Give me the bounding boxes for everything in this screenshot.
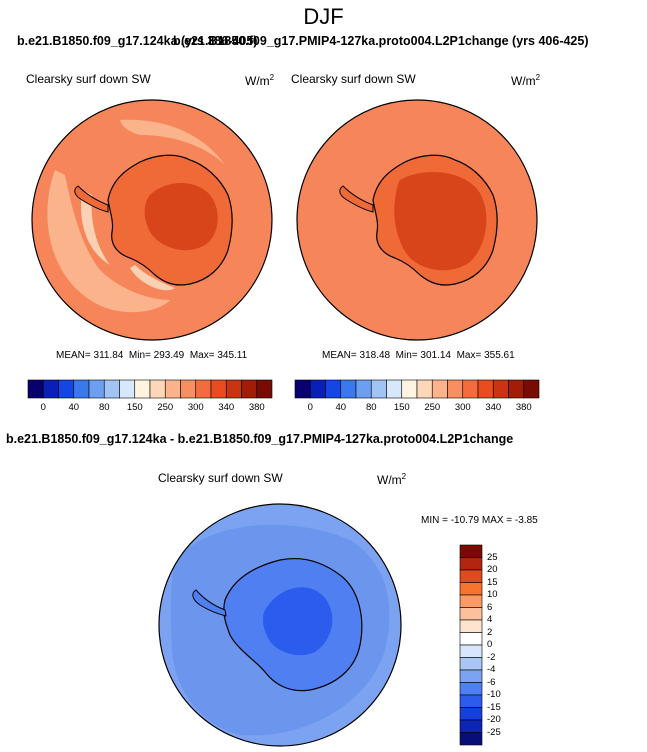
panel2-peninsula	[339, 185, 374, 213]
panel1-case-title: b.e21.B1850.f09_g17.124ka (yrs 386-405)	[17, 34, 258, 48]
page-title: DJF	[303, 4, 344, 29]
colorbar-tick-label: 6	[487, 601, 493, 613]
panel1-interior-high	[144, 182, 218, 251]
colorbar-swatch	[459, 707, 483, 721]
colorbar-tick-label: 250	[424, 402, 441, 413]
colorbar-swatch	[459, 644, 483, 658]
panel1-variable-label: Clearsky surf down SW	[26, 72, 151, 86]
colorbar-tick-label: 10	[487, 589, 498, 600]
colorbar-swatch	[459, 557, 483, 571]
colorbar-tick-label: 0	[487, 639, 493, 650]
colorbar-tick-label: 40	[68, 402, 80, 413]
panel1-colorbar	[27, 379, 273, 399]
colorbar-swatch	[459, 732, 483, 746]
colorbar-swatch	[459, 594, 483, 608]
colorbar-tick-label: -4	[487, 664, 496, 675]
colorbar-tick-label: 150	[393, 402, 410, 413]
colorbar-tick-label: 80	[365, 402, 377, 413]
colorbar-swatch	[459, 607, 483, 621]
colorbar-swatch	[459, 582, 483, 596]
colorbar-tick-label: -10	[487, 689, 501, 700]
diff-minmax: MIN = -10.79 MAX = -3.85	[421, 515, 538, 526]
colorbar-tick-label: 150	[126, 402, 143, 413]
diff-variable-label: Clearsky surf down SW	[158, 471, 283, 485]
colorbar-tick-label: 20	[487, 564, 498, 575]
colorbar-tick-label: 380	[515, 402, 532, 413]
panel2-units: W/m2	[511, 73, 541, 88]
colorbar-tick-label: 25	[487, 551, 498, 563]
colorbar-tick-label: -25	[487, 726, 501, 738]
colorbar-swatch	[459, 544, 483, 558]
colorbar-swatch	[256, 379, 273, 399]
colorbar-tick-label: -15	[487, 701, 501, 713]
colorbar-swatch	[459, 657, 483, 671]
colorbar-tick-label: 40	[335, 402, 347, 413]
colorbar-swatch	[523, 379, 540, 399]
panel2-colorbar	[294, 379, 540, 399]
panel1-units: W/m2	[245, 73, 275, 88]
colorbar-tick-label: 300	[454, 402, 471, 413]
colorbar-tick-label: 340	[218, 402, 235, 413]
colorbar-tick-label: -2	[487, 651, 496, 663]
colorbar-tick-label: 300	[187, 402, 204, 413]
panel1-stats: MEAN= 311.84 Min= 293.49 Max= 345.11	[56, 350, 248, 361]
panel2-variable-label: Clearsky surf down SW	[291, 72, 416, 86]
colorbar-swatch	[459, 569, 483, 583]
colorbar-swatch	[459, 632, 483, 646]
colorbar-tick-label: -6	[487, 676, 496, 688]
colorbar-swatch	[459, 682, 483, 696]
colorbar-swatch	[459, 669, 483, 683]
colorbar-tick-label: 80	[98, 402, 110, 413]
colorbar-tick-label: 0	[307, 402, 313, 413]
panel2-case-title: b.e21.B1850.f09_g17.PMIP4-127ka.proto004…	[173, 34, 589, 48]
panel1-low-band	[47, 170, 170, 313]
diff-peninsula	[192, 589, 227, 617]
colorbar-tick-label: 4	[487, 614, 493, 625]
diff-case-title: b.e21.B1850.f09_g17.124ka - b.e21.B1850.…	[6, 432, 514, 446]
colorbar-tick-label: 250	[157, 402, 174, 413]
colorbar-tick-label: -20	[487, 714, 501, 725]
colorbar-tick-label: 0	[40, 402, 46, 413]
panel1-very-low-patch	[80, 190, 110, 265]
diff-interior-low	[262, 587, 333, 656]
panel1-very-low-patch-2	[130, 265, 175, 291]
colorbar-swatch	[459, 619, 483, 633]
colorbar-tick-label: 340	[485, 402, 502, 413]
panel2-stats: MEAN= 318.48 Min= 301.14 Max= 355.61	[322, 350, 515, 361]
panel1-peninsula	[74, 185, 109, 213]
colorbar-swatch	[459, 719, 483, 733]
diff-colorbar	[459, 544, 483, 746]
colorbar-swatch	[459, 694, 483, 708]
colorbar-tick-label: 15	[487, 576, 498, 588]
colorbar-tick-label: 380	[248, 402, 265, 413]
colorbar-tick-label: 2	[487, 626, 493, 638]
panel2-interior-high	[394, 171, 487, 271]
diff-units: W/m2	[377, 472, 407, 487]
panel1-low-band-north	[120, 119, 225, 165]
